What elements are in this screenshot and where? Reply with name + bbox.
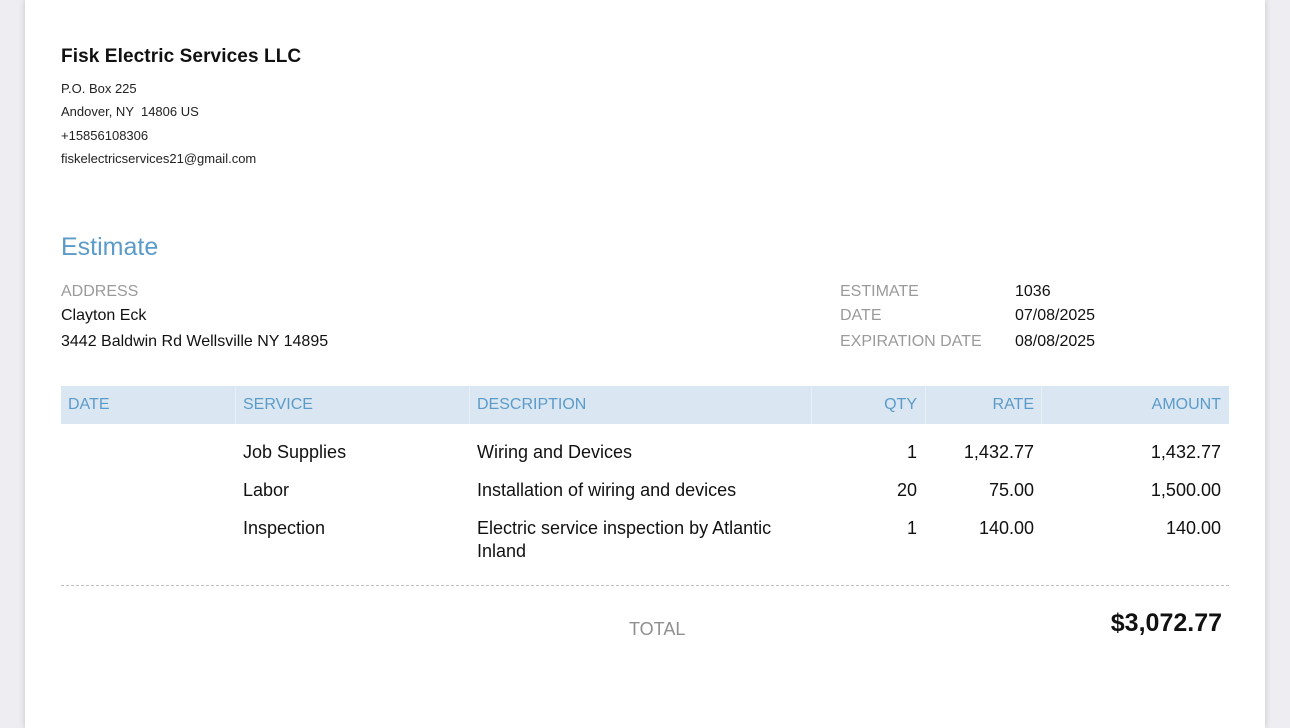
document-title: Estimate (61, 233, 159, 261)
estimate-number-label: ESTIMATE (840, 283, 919, 300)
row-amount: 1,500.00 (1150, 480, 1221, 500)
row-description: Wiring and Devices (477, 442, 633, 462)
address-label: ADDRESS (61, 283, 139, 300)
column-header-description: DESCRIPTION (477, 396, 587, 413)
expiration-date-label: EXPIRATION DATE (840, 333, 982, 350)
company-phone: +15856108306 (61, 128, 149, 143)
column-divider (925, 386, 926, 424)
estimate-date: 07/08/2025 (1015, 307, 1096, 324)
line-items-header: DATE SERVICE DESCRIPTION QTY RATE AMOUNT (61, 386, 1229, 424)
row-rate: 1,432.77 (963, 442, 1034, 462)
row-service: Inspection (243, 518, 326, 538)
totals-divider (61, 585, 1229, 586)
column-divider (1041, 386, 1042, 424)
row-amount: 1,432.77 (1150, 442, 1221, 462)
row-qty: 20 (896, 480, 917, 500)
expiration-date: 08/08/2025 (1015, 333, 1096, 350)
column-header-service: SERVICE (243, 396, 313, 413)
date-label: DATE (840, 307, 882, 324)
row-amount: 140.00 (1165, 518, 1221, 538)
row-description: Installation of wiring and devices (477, 480, 737, 500)
total-amount: $3,072.77 (1110, 609, 1222, 637)
column-header-amount: AMOUNT (1151, 396, 1221, 413)
company-address-line2: Andover, NY 14806 US (61, 104, 199, 119)
row-description-line1: Electric service inspection by Atlantic (477, 518, 772, 538)
row-qty: 1 (906, 442, 917, 462)
estimate-page: Fisk Electric Services LLC P.O. Box 225 … (25, 0, 1265, 728)
column-header-rate: RATE (992, 396, 1034, 413)
company-email: fiskelectricservices21@gmail.com (61, 151, 257, 166)
column-header-qty: QTY (884, 396, 917, 413)
row-service: Labor (243, 480, 290, 500)
customer-name: Clayton Eck (61, 307, 147, 324)
column-divider (469, 386, 470, 424)
total-label: TOTAL (629, 619, 686, 639)
column-header-date: DATE (68, 396, 110, 413)
row-description-line2: Inland (477, 541, 527, 561)
column-divider (811, 386, 812, 424)
row-rate: 75.00 (988, 480, 1034, 500)
row-rate: 140.00 (978, 518, 1034, 538)
customer-address: 3442 Baldwin Rd Wellsville NY 14895 (61, 333, 329, 350)
estimate-number: 1036 (1015, 283, 1051, 300)
row-qty: 1 (906, 518, 917, 538)
company-name: Fisk Electric Services LLC (61, 46, 302, 67)
company-address-line1: P.O. Box 225 (61, 81, 137, 96)
row-service: Job Supplies (243, 442, 347, 462)
column-divider (235, 386, 236, 424)
